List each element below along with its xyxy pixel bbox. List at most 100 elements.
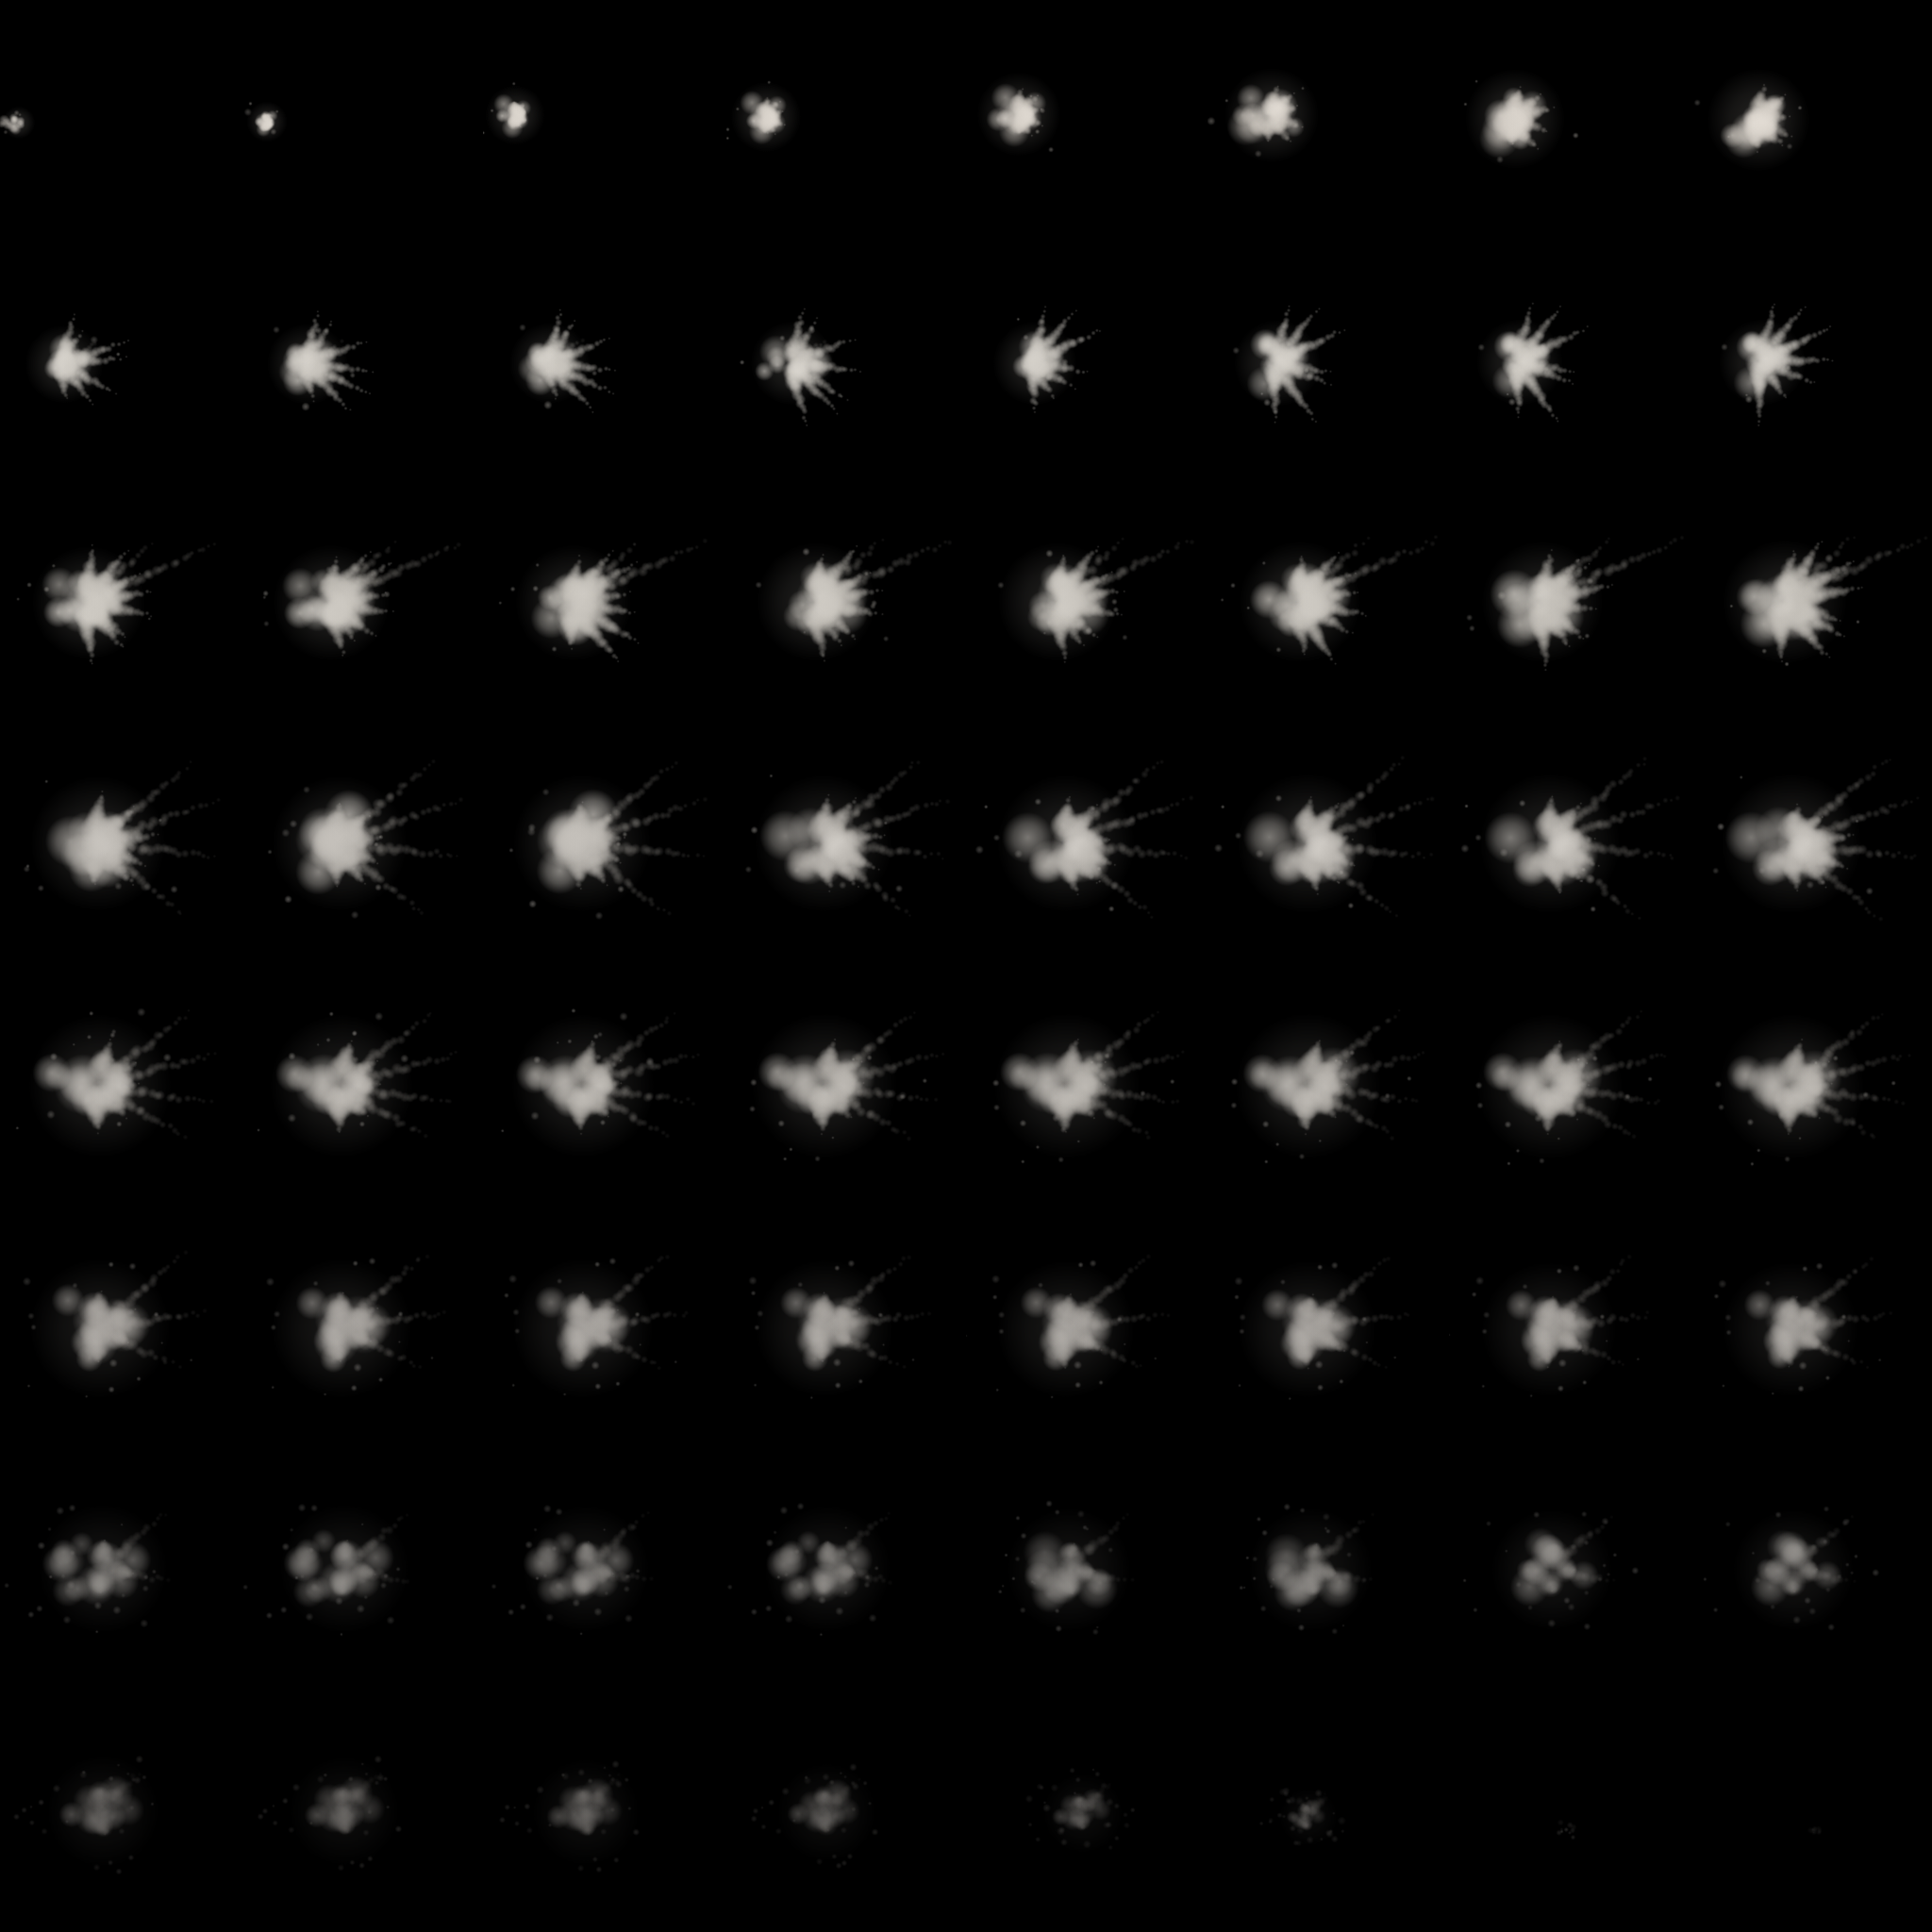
sprite-frame-24 <box>0 724 242 966</box>
sprite-frame-22 <box>1449 483 1690 724</box>
smoke-puff-sprite <box>242 1208 483 1449</box>
sprite-frame-26 <box>483 724 724 966</box>
smoke-puff-sprite <box>1208 724 1449 966</box>
smoke-puff-sprite <box>1449 242 1690 483</box>
sprite-frame-5 <box>1208 0 1449 242</box>
smoke-puff-sprite <box>483 483 724 724</box>
smoke-puff-sprite <box>1690 242 1932 483</box>
smoke-puff-sprite <box>242 966 483 1208</box>
sprite-frame-50 <box>483 1449 724 1690</box>
smoke-puff-sprite <box>483 0 724 242</box>
smoke-puff-sprite <box>724 966 966 1208</box>
smoke-puff-sprite <box>1208 966 1449 1208</box>
sprite-frame-3 <box>724 0 966 242</box>
sprite-frame-47 <box>1690 1208 1932 1449</box>
smoke-puff-sprite <box>1208 1449 1449 1690</box>
smoke-puff-sprite <box>1449 1449 1690 1690</box>
smoke-puff-sprite <box>1690 966 1932 1208</box>
sprite-frame-55 <box>1690 1449 1932 1690</box>
sprite-frame-9 <box>242 242 483 483</box>
sprite-frame-44 <box>966 1208 1208 1449</box>
sprite-frame-25 <box>242 724 483 966</box>
smoke-puff-sprite <box>1208 1208 1449 1449</box>
sprite-frame-0 <box>0 0 242 242</box>
smoke-puff-sprite <box>724 1449 966 1690</box>
sprite-frame-11 <box>724 242 966 483</box>
sprite-frame-36 <box>966 966 1208 1208</box>
smoke-puff-sprite <box>966 1690 1208 1932</box>
smoke-puff-sprite <box>242 724 483 966</box>
smoke-puff-sprite <box>966 1208 1208 1449</box>
sprite-frame-4 <box>966 0 1208 242</box>
sprite-frame-59 <box>724 1690 966 1932</box>
sprite-frame-31 <box>1690 724 1932 966</box>
smoke-puff-sprite <box>242 1449 483 1690</box>
sprite-frame-53 <box>1208 1449 1449 1690</box>
sprite-frame-57 <box>242 1690 483 1932</box>
smoke-puff-sprite <box>966 1449 1208 1690</box>
smoke-puff-sprite <box>1690 724 1932 966</box>
sprite-frame-16 <box>0 483 242 724</box>
sprite-frame-32 <box>0 966 242 1208</box>
smoke-puff-sprite <box>1449 966 1690 1208</box>
smoke-puff-sprite <box>483 724 724 966</box>
smoke-puff-sprite <box>1449 483 1690 724</box>
sprite-frame-10 <box>483 242 724 483</box>
sprite-frame-43 <box>724 1208 966 1449</box>
sprite-frame-40 <box>0 1208 242 1449</box>
sprite-frame-14 <box>1449 242 1690 483</box>
sprite-frame-46 <box>1449 1208 1690 1449</box>
smoke-puff-sprite <box>0 0 242 242</box>
sprite-frame-19 <box>724 483 966 724</box>
smoke-puff-sprite <box>724 483 966 724</box>
smoke-puff-sprite <box>0 1208 242 1449</box>
sprite-frame-13 <box>1208 242 1449 483</box>
smoke-puff-sprite <box>1449 0 1690 242</box>
smoke-puff-sprite <box>483 242 724 483</box>
smoke-puff-sprite <box>1208 483 1449 724</box>
smoke-puff-sprite <box>966 242 1208 483</box>
smoke-puff-sprite <box>483 1690 724 1932</box>
smoke-puff-sprite <box>1208 242 1449 483</box>
smoke-puff-sprite <box>483 966 724 1208</box>
smoke-puff-sprite <box>1208 1690 1449 1932</box>
smoke-puff-sprite <box>1690 1208 1932 1449</box>
sprite-frame-38 <box>1449 966 1690 1208</box>
smoke-puff-sprite <box>242 242 483 483</box>
sprite-frame-37 <box>1208 966 1449 1208</box>
smoke-puff-sprite <box>966 724 1208 966</box>
smoke-puff-sprite <box>242 483 483 724</box>
smoke-puff-sprite <box>0 1690 242 1932</box>
sprite-frame-45 <box>1208 1208 1449 1449</box>
sprite-frame-58 <box>483 1690 724 1932</box>
smoke-puff-sprite <box>1449 724 1690 966</box>
sprite-frame-34 <box>483 966 724 1208</box>
smoke-puff-sprite <box>242 1690 483 1932</box>
sprite-frame-2 <box>483 0 724 242</box>
smoke-puff-sprite <box>1690 1449 1932 1690</box>
smoke-puff-sprite <box>242 0 483 242</box>
smoke-puff-sprite <box>1690 483 1932 724</box>
smoke-puff-sprite <box>1690 0 1932 242</box>
sprite-frame-62 <box>1449 1690 1690 1932</box>
sprite-frame-42 <box>483 1208 724 1449</box>
sprite-frame-12 <box>966 242 1208 483</box>
smoke-puff-sprite <box>724 724 966 966</box>
sprite-frame-61 <box>1208 1690 1449 1932</box>
smoke-puff-sprite <box>966 483 1208 724</box>
smoke-puff-sprite <box>0 966 242 1208</box>
sprite-frame-1 <box>242 0 483 242</box>
sprite-frame-51 <box>724 1449 966 1690</box>
sprite-frame-21 <box>1208 483 1449 724</box>
smoke-puff-sprite <box>0 242 242 483</box>
sprite-frame-35 <box>724 966 966 1208</box>
smoke-puff-sprite <box>0 483 242 724</box>
sprite-frame-15 <box>1690 242 1932 483</box>
sprite-frame-17 <box>242 483 483 724</box>
sprite-frame-56 <box>0 1690 242 1932</box>
smoke-puff-sprite <box>724 0 966 242</box>
sprite-frame-33 <box>242 966 483 1208</box>
sprite-frame-41 <box>242 1208 483 1449</box>
sprite-frame-30 <box>1449 724 1690 966</box>
